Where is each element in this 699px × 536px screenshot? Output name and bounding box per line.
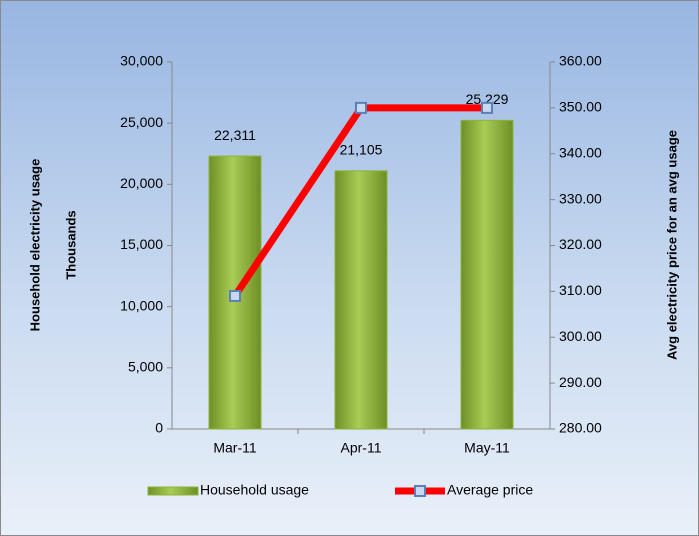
data-label: 25,229 [466,91,509,107]
y2-tick-label: 320.00 [559,236,602,252]
legend-swatch [147,486,199,496]
y-tick-label: 15,000 [120,236,163,252]
legend-label: Household usage [200,482,309,498]
y2-tick-label: 310.00 [559,282,602,298]
y2-tick-label: 340.00 [559,144,602,160]
y2-tick-label: 360.00 [559,53,602,69]
y2-tick-label: 290.00 [559,374,602,390]
y-tick-label: 25,000 [120,114,163,130]
x-tick-label: Apr-11 [341,440,382,456]
y-tick-label: 10,000 [120,297,163,313]
data-label: 22,311 [214,127,256,143]
y-tick-label: 0 [155,420,163,436]
y2-tick-label: 280.00 [559,420,602,436]
y-axis-unit: Thousands [63,210,78,279]
x-tick-label: Mar-11 [213,440,257,456]
line-marker [355,101,367,114]
y-tick-label: 5,000 [128,359,163,375]
line-marker [481,101,493,114]
y-axis-label: Household electricity usage [27,159,42,332]
y2-tick-label: 330.00 [559,190,602,206]
y2-axis-label: Avg electricity price for an avg usage [664,130,679,360]
bar [334,170,388,430]
legend-label: Average price [447,482,533,498]
bar [460,119,514,430]
line-marker [229,289,241,302]
y-tick-label: 30,000 [120,53,163,69]
y2-tick-label: 300.00 [559,328,602,344]
y-tick-label: 20,000 [120,175,163,191]
y2-tick-label: 350.00 [559,99,602,115]
x-tick-label: May-11 [464,440,510,456]
legend-marker [414,485,426,497]
data-label: 21,105 [340,142,383,158]
